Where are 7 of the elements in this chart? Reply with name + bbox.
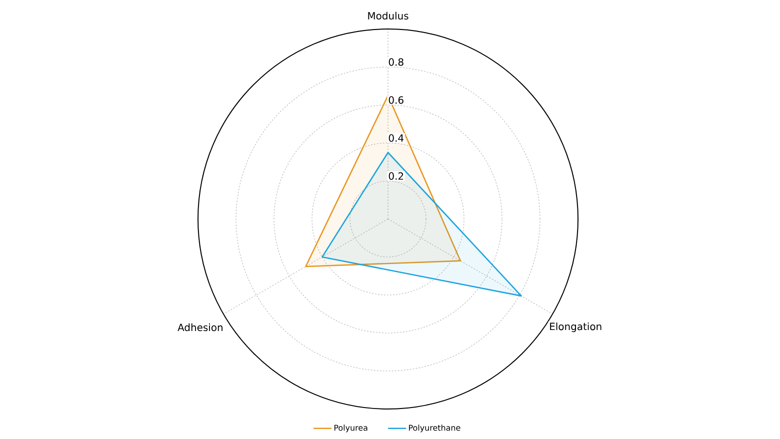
spoke-label: Elongation: [550, 322, 602, 332]
spoke-label: Modulus: [368, 12, 408, 20]
y-tick-label: 0.8: [388, 58, 404, 66]
y-tick-label: 0.4: [388, 134, 404, 142]
spoke-label: Adhesion: [178, 323, 222, 332]
y-tick-label: 0.2: [388, 172, 404, 180]
y-tick-label: 0.6: [388, 96, 404, 104]
